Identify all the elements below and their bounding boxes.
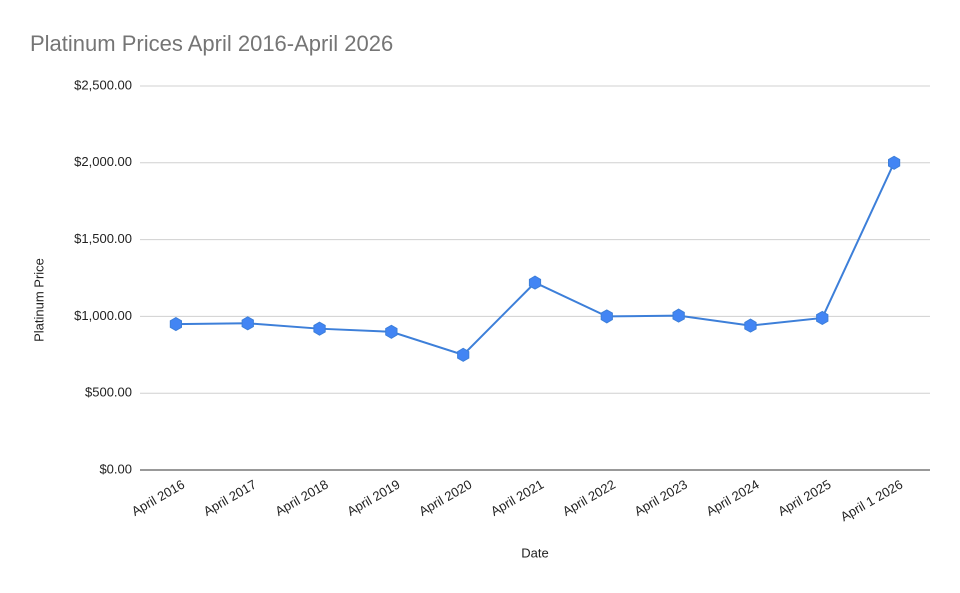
x-tick-label: April 2020 [416,477,474,519]
x-tick-label: April 2019 [344,477,402,519]
point [816,310,829,325]
x-tick-label: April 2016 [129,477,187,519]
x-tick-label: April 2025 [775,477,833,519]
point [600,309,613,324]
x-tick-label: April 2023 [632,477,690,519]
point [241,316,254,331]
point [744,318,757,333]
point [528,275,542,290]
x-tick-label: April 2024 [703,477,761,519]
x-tick-label: April 2022 [560,477,618,519]
y-tick-label: $1,500.00 [74,231,132,246]
y-tick-label: $2,500.00 [74,77,132,92]
line [175,162,895,356]
point [169,317,182,332]
y-tick-label: $2,000.00 [74,154,132,169]
x-tick-label: April 1 2026 [838,477,906,525]
y-tick-label: $1,000.00 [74,308,132,323]
x-tick-label: April 2017 [201,477,259,519]
point [385,324,398,339]
x-axis-label: Date [521,545,548,560]
point [457,347,470,362]
x-tick-label: April 2018 [273,477,331,519]
y-tick-label: $500.00 [85,385,132,400]
point [672,308,685,323]
y-tick-label: $0.00 [99,461,132,476]
point [888,155,901,170]
x-tick-label: April 2021 [488,477,546,519]
y-axis-label: Platinum Price [31,258,46,342]
chart-title: Platinum Prices April 2016-April 2026 [30,31,393,56]
point [313,321,326,336]
